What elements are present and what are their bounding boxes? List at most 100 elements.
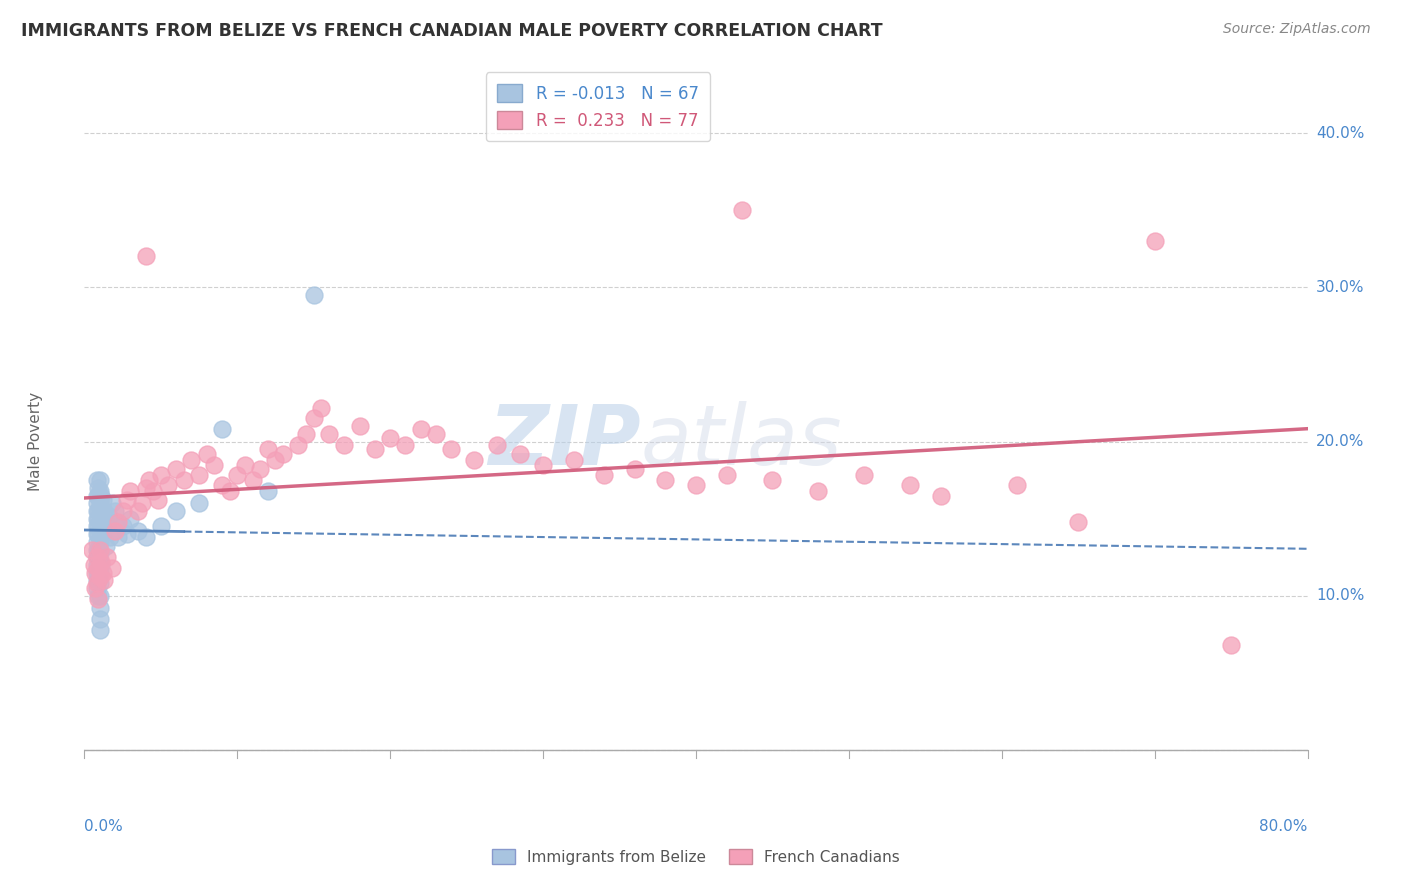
Point (87, 574, 110, 588)
Point (249, 462, 271, 476)
Point (89, 601, 111, 615)
Point (86, 581, 108, 595)
Point (89, 623, 111, 637)
Point (135, 530, 157, 544)
Point (311, 401, 333, 415)
Point (86, 550, 108, 565)
Point (138, 473, 160, 487)
Point (87, 489, 110, 503)
Point (807, 483, 830, 498)
Point (86, 473, 108, 487)
Point (90, 555, 112, 569)
Point (149, 468, 172, 483)
Point (89, 483, 111, 498)
Point (104, 504, 127, 518)
Point (89, 504, 111, 518)
Point (929, 489, 952, 503)
Point (135, 481, 157, 495)
Point (264, 453, 287, 467)
Point (89, 566, 111, 580)
Point (1143, 234, 1166, 248)
Point (93, 574, 115, 588)
Point (1067, 515, 1090, 529)
Point (409, 422, 432, 436)
Point (89, 515, 111, 529)
Point (87, 542, 110, 557)
Point (127, 504, 149, 518)
Point (218, 483, 240, 498)
Point (115, 527, 138, 541)
Point (149, 519, 172, 533)
Point (89, 612, 111, 626)
Text: 40.0%: 40.0% (1316, 126, 1364, 141)
Point (211, 422, 233, 436)
Point (509, 447, 531, 461)
Point (463, 453, 485, 467)
Point (226, 468, 249, 483)
Point (97, 508, 120, 523)
Point (111, 519, 134, 533)
Point (84, 581, 107, 595)
Point (211, 477, 233, 491)
Point (685, 477, 707, 491)
Point (257, 483, 280, 498)
Point (89, 524, 111, 538)
Point (333, 437, 356, 451)
Point (87, 591, 110, 606)
Point (127, 524, 149, 538)
Point (654, 473, 676, 487)
Point (89, 555, 111, 569)
Point (898, 477, 921, 491)
Point (440, 442, 463, 457)
Text: 80.0%: 80.0% (1260, 820, 1308, 834)
Point (87, 519, 110, 533)
Point (89, 576, 111, 591)
Point (257, 442, 280, 457)
Point (188, 496, 211, 510)
Point (111, 504, 134, 518)
Point (486, 437, 509, 451)
Text: 20.0%: 20.0% (1316, 434, 1364, 449)
Point (425, 426, 447, 441)
Point (87, 589, 110, 603)
Point (94, 540, 117, 554)
Point (86, 534, 108, 549)
Point (295, 426, 318, 441)
Point (107, 515, 129, 529)
Point (761, 473, 783, 487)
Point (87, 527, 110, 541)
Text: Male Poverty: Male Poverty (28, 392, 44, 491)
Point (364, 442, 387, 457)
Point (105, 515, 128, 529)
Point (84, 566, 107, 580)
Point (302, 288, 325, 302)
Point (146, 493, 169, 508)
Point (271, 447, 294, 461)
Point (202, 458, 225, 472)
Point (624, 462, 647, 476)
Point (349, 419, 371, 434)
Point (1005, 477, 1028, 491)
Point (91, 527, 114, 541)
Point (593, 468, 616, 483)
Point (242, 473, 264, 487)
Point (86, 511, 108, 525)
Point (80, 542, 103, 557)
Point (394, 437, 416, 451)
Point (96, 519, 118, 533)
Point (103, 524, 125, 538)
Text: ZIP: ZIP (488, 401, 641, 482)
Point (318, 426, 340, 441)
Point (89, 546, 111, 560)
Point (96, 550, 118, 565)
Point (90, 558, 112, 572)
Point (180, 453, 202, 467)
Point (120, 483, 142, 498)
Point (86, 519, 108, 533)
Point (87, 550, 110, 565)
Point (87, 511, 110, 525)
Point (86, 550, 108, 565)
Point (731, 203, 754, 218)
Point (302, 411, 325, 425)
Point (1220, 638, 1243, 652)
